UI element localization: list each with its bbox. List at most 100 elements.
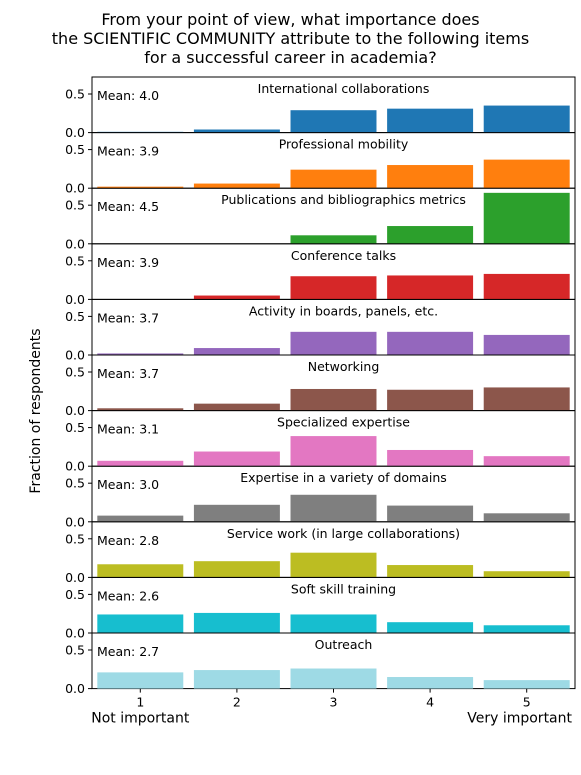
panel-4-title: Conference talks xyxy=(291,248,396,263)
panel-8-title: Expertise in a variety of domains xyxy=(240,470,447,485)
panel-6-ytick-label: 0.5 xyxy=(65,364,85,379)
panel-7-bar-4 xyxy=(387,449,474,467)
panel-3-bar-4 xyxy=(387,226,474,244)
panel-5-bar-2 xyxy=(193,348,280,355)
panel-9-bar-3 xyxy=(290,552,377,578)
x-tick-label-3: 3 xyxy=(330,695,338,710)
chart-title-line-1: From your point of view, what importance… xyxy=(101,10,480,29)
panel-11-bar-5 xyxy=(483,680,570,689)
panel-1-ytick-label: 0.5 xyxy=(65,86,85,101)
panel-7-bar-1 xyxy=(97,460,184,467)
panel-2-bar-5 xyxy=(483,159,570,189)
panel-10-title: Soft skill training xyxy=(291,581,396,596)
panel-1-ytick-label: 0.0 xyxy=(65,125,85,140)
panel-1-bar-5 xyxy=(483,105,570,133)
panel-9-bar-4 xyxy=(387,565,474,578)
panel-5-title: Activity in boards, panels, etc. xyxy=(249,303,438,318)
panel-5-mean-label: Mean: 3.7 xyxy=(97,310,159,325)
panel-11-bar-1 xyxy=(97,672,184,689)
panel-4-ytick-label: 0.5 xyxy=(65,253,85,268)
panel-7-title: Specialized expertise xyxy=(277,415,410,430)
panel-4-mean-label: Mean: 3.9 xyxy=(97,255,159,270)
panel-6-ytick-label: 0.0 xyxy=(65,403,85,418)
panel-6-bar-3 xyxy=(290,388,377,411)
panel-9-title: Service work (in large collaborations) xyxy=(227,526,460,541)
panel-7-ytick-label: 0.5 xyxy=(65,420,85,435)
panel-6-bar-5 xyxy=(483,387,570,411)
panel-10-bar-1 xyxy=(97,614,184,633)
panel-4-bar-4 xyxy=(387,275,474,300)
panel-6-bar-2 xyxy=(193,403,280,411)
panel-11-title: Outreach xyxy=(315,637,373,652)
panel-7-bar-5 xyxy=(483,456,570,467)
panel-10-mean-label: Mean: 2.6 xyxy=(97,588,159,603)
panel-8-bar-1 xyxy=(97,515,184,522)
panel-5-bar-4 xyxy=(387,331,474,355)
panel-9-bar-2 xyxy=(193,561,280,578)
panel-5-ytick-label: 0.5 xyxy=(65,309,85,324)
y-axis-label: Fraction of respondents xyxy=(28,328,44,493)
panel-4-bar-2 xyxy=(193,295,280,300)
chart-title-line-2: the SCIENTIFIC COMMUNITY attribute to th… xyxy=(51,29,530,48)
panel-11-bar-3 xyxy=(290,668,377,689)
panel-3-title: Publications and bibliographics metrics xyxy=(221,192,466,207)
panel-10-bar-5 xyxy=(483,625,570,633)
panel-8-bar-2 xyxy=(193,504,280,522)
x-end-label-right: Very important xyxy=(467,711,572,727)
x-tick-label-4: 4 xyxy=(426,695,434,710)
panel-11-bar-4 xyxy=(387,677,474,689)
panel-1-bar-2 xyxy=(193,129,280,133)
panel-8-mean-label: Mean: 3.0 xyxy=(97,477,159,492)
panel-9-mean-label: Mean: 2.8 xyxy=(97,533,159,548)
panel-3-bar-5 xyxy=(483,192,570,244)
panel-10-ytick-label: 0.0 xyxy=(65,626,85,641)
panel-1-mean-label: Mean: 4.0 xyxy=(97,88,159,103)
panel-9-bar-1 xyxy=(97,564,184,578)
panel-8-bar-5 xyxy=(483,513,570,522)
panel-8-bar-3 xyxy=(290,494,377,522)
panel-2-title: Professional mobility xyxy=(279,137,409,152)
panel-10-ytick-label: 0.5 xyxy=(65,587,85,602)
panel-2-ytick-label: 0.5 xyxy=(65,142,85,157)
panel-11-ytick-label: 0.5 xyxy=(65,642,85,657)
panel-6-bar-1 xyxy=(97,408,184,411)
panel-4-ytick-label: 0.0 xyxy=(65,292,85,307)
panel-7-bar-2 xyxy=(193,451,280,467)
panel-10-bar-4 xyxy=(387,622,474,633)
x-tick-label-5: 5 xyxy=(523,695,531,710)
panel-1-title: International collaborations xyxy=(258,81,430,96)
panel-2-ytick-label: 0.0 xyxy=(65,181,85,196)
panel-9-bar-5 xyxy=(483,571,570,578)
chart-title-line-3: for a successful career in academia? xyxy=(144,48,437,67)
panel-9-ytick-label: 0.0 xyxy=(65,570,85,585)
panel-11-bar-2 xyxy=(193,670,280,689)
panel-4-bar-5 xyxy=(483,273,570,300)
panel-2-bar-4 xyxy=(387,165,474,189)
panel-3-bar-3 xyxy=(290,235,377,244)
panel-5-ytick-label: 0.0 xyxy=(65,348,85,363)
panel-7-mean-label: Mean: 3.1 xyxy=(97,422,159,437)
panel-5-bar-5 xyxy=(483,334,570,355)
panel-2-bar-2 xyxy=(193,183,280,189)
panel-7-bar-3 xyxy=(290,436,377,467)
panel-10-bar-2 xyxy=(193,612,280,633)
panel-5-bar-3 xyxy=(290,331,377,355)
panel-5-bar-1 xyxy=(97,353,184,355)
panel-10-bar-3 xyxy=(290,614,377,633)
panel-2-bar-3 xyxy=(290,169,377,189)
panel-11-mean-label: Mean: 2.7 xyxy=(97,644,159,659)
panel-11-ytick-label: 0.0 xyxy=(65,681,85,696)
panel-3-ytick-label: 0.5 xyxy=(65,198,85,213)
x-tick-label-1: 1 xyxy=(136,695,144,710)
panel-2-bar-1 xyxy=(97,186,184,189)
panel-7-ytick-label: 0.0 xyxy=(65,459,85,474)
panel-6-bar-4 xyxy=(387,389,474,411)
panel-8-ytick-label: 0.5 xyxy=(65,476,85,491)
chart-title: From your point of view, what importance… xyxy=(0,10,581,67)
x-tick-label-2: 2 xyxy=(233,695,241,710)
panel-3-mean-label: Mean: 4.5 xyxy=(97,199,159,214)
panel-2-mean-label: Mean: 3.9 xyxy=(97,144,159,159)
panel-8-ytick-label: 0.0 xyxy=(65,514,85,529)
panel-6-title: Networking xyxy=(308,359,380,374)
